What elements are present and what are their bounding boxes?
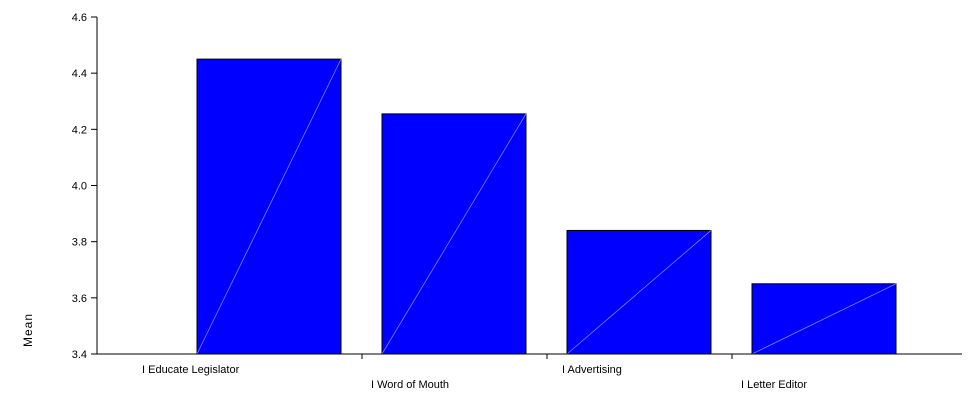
bar-diagonal-3 <box>566 230 712 355</box>
y-tick-label-6: 4.4 <box>72 68 87 80</box>
y-tick-label-3: 3.8 <box>72 237 87 249</box>
bar-diagonal-4 <box>751 283 897 355</box>
category-label-1: I Educate Legislator <box>142 364 240 376</box>
y-tick-label-7: 4.6 <box>72 12 87 24</box>
bar-diagonal-2 <box>381 113 527 355</box>
plot-area: 3.4 3.6 3.8 4.0 4.2 4.4 4.6 I Educate Legislato… <box>72 12 962 391</box>
y-tick-label-2: 3.6 <box>72 293 87 305</box>
y-tick-label-1: 3.4 <box>72 349 87 361</box>
bar-diagonal-1 <box>196 58 342 355</box>
category-label-2: I Word of Mouth <box>371 379 449 391</box>
y-axis-label: Mean <box>21 313 35 347</box>
y-tick-label-4: 4.0 <box>72 181 87 193</box>
category-label-3: I Advertising <box>562 364 622 376</box>
category-label-4: I Letter Editor <box>741 379 807 391</box>
y-tick-label-5: 4.2 <box>72 124 87 136</box>
